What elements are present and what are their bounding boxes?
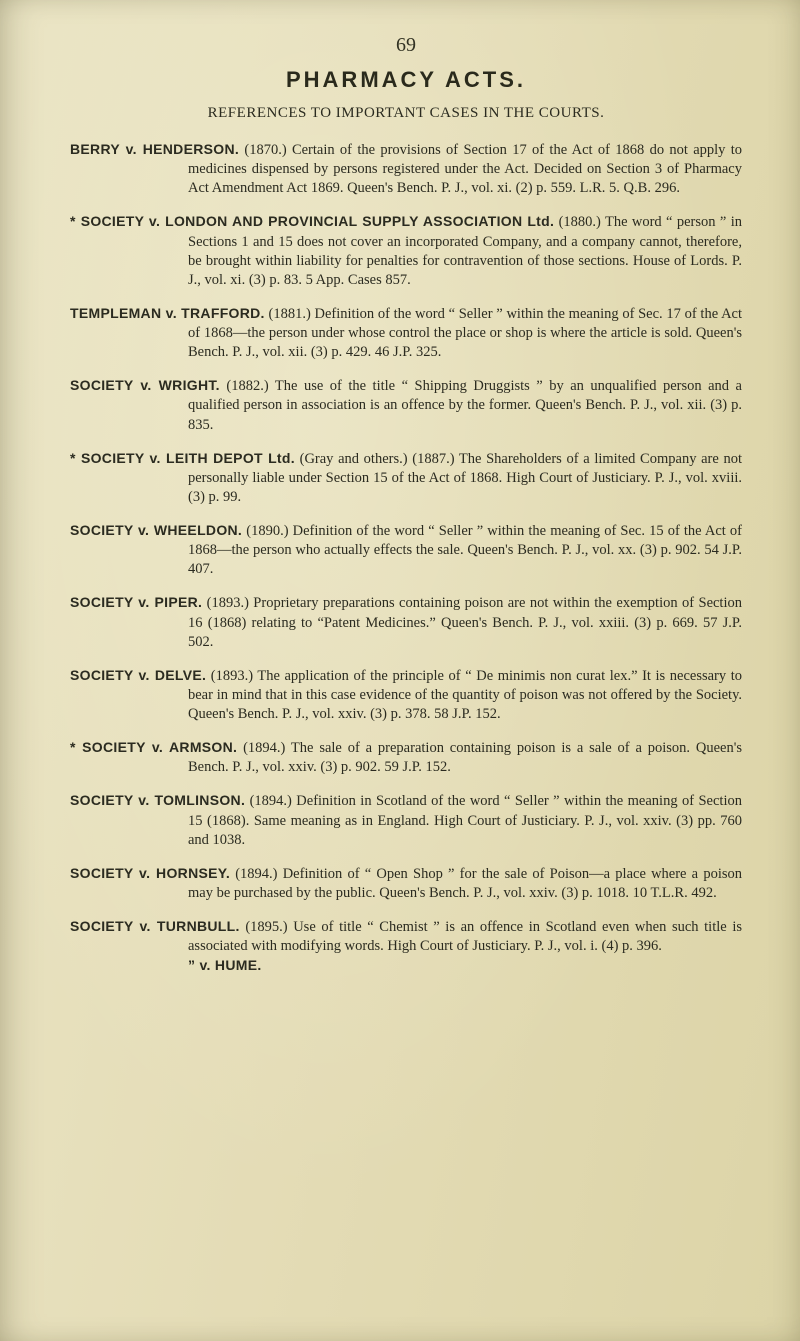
case-body: (1894.) Definition of “ Open Shop ” for … bbox=[188, 866, 742, 901]
case-header: * SOCIETY v. ARMSON. bbox=[70, 739, 237, 755]
case-body: (1895.) Use of title “ Chemist ” is an o… bbox=[188, 919, 742, 954]
case-header: SOCIETY v. HORNSEY. bbox=[70, 865, 230, 881]
case-body: (1882.) The use of the title “ Shipping … bbox=[188, 378, 742, 432]
page-title: PHARMACY ACTS. bbox=[70, 67, 742, 93]
case-entry: * SOCIETY v. ARMSON. (1894.) The sale of… bbox=[70, 738, 742, 777]
case-entry: * SOCIETY v. LONDON AND PROVINCIAL SUPPL… bbox=[70, 212, 742, 290]
case-entry: SOCIETY v. PIPER. (1893.) Proprietary pr… bbox=[70, 593, 742, 651]
case-entry: SOCIETY v. DELVE. (1893.) The applicatio… bbox=[70, 666, 742, 724]
case-body: (1893.) Proprietary preparations contain… bbox=[188, 595, 742, 649]
case-body: (1893.) The application of the principle… bbox=[188, 668, 742, 722]
case-header: TEMPLEMAN v. TRAFFORD. bbox=[70, 305, 265, 321]
case-entry: SOCIETY v. WHEELDON. (1890.) Definition … bbox=[70, 521, 742, 579]
case-entry: TEMPLEMAN v. TRAFFORD. (1881.) Definitio… bbox=[70, 304, 742, 362]
case-body: (1894.) The sale of a preparation contai… bbox=[188, 740, 742, 775]
case-body: (1894.) Definition in Scotland of the wo… bbox=[188, 793, 742, 847]
case-body: (1890.) Definition of the word “ Seller … bbox=[188, 523, 742, 577]
case-entry: SOCIETY v. TOMLINSON. (1894.) Definition… bbox=[70, 791, 742, 849]
case-entry: BERRY v. HENDERSON. (1870.) Certain of t… bbox=[70, 140, 742, 198]
document-page: 69 PHARMACY ACTS. REFERENCES TO IMPORTAN… bbox=[0, 0, 800, 1341]
case-header: * SOCIETY v. LEITH DEPOT Ltd. bbox=[70, 450, 295, 466]
case-header: SOCIETY v. WRIGHT. bbox=[70, 377, 220, 393]
case-entry: SOCIETY v. TURNBULL. (1895.) Use of titl… bbox=[70, 917, 742, 976]
page-number: 69 bbox=[70, 34, 742, 57]
case-body: (1881.) Definition of the word “ Seller … bbox=[188, 306, 742, 360]
case-header: * SOCIETY v. LONDON AND PROVINCIAL SUPPL… bbox=[70, 213, 554, 229]
page-subtitle: REFERENCES TO IMPORTANT CASES IN THE COU… bbox=[70, 105, 742, 122]
case-header: SOCIETY v. PIPER. bbox=[70, 594, 202, 610]
case-header: SOCIETY v. WHEELDON. bbox=[70, 522, 242, 538]
case-entry: SOCIETY v. HORNSEY. (1894.) Definition o… bbox=[70, 864, 742, 903]
case-header: BERRY v. HENDERSON. bbox=[70, 141, 239, 157]
case-header-secondary: ” v. HUME. bbox=[188, 957, 262, 973]
case-header: SOCIETY v. TURNBULL. bbox=[70, 918, 240, 934]
case-entry: * SOCIETY v. LEITH DEPOT Ltd. (Gray and … bbox=[70, 449, 742, 507]
case-body: (1870.) Certain of the provisions of Sec… bbox=[188, 142, 742, 196]
case-header: SOCIETY v. TOMLINSON. bbox=[70, 792, 245, 808]
case-header: SOCIETY v. DELVE. bbox=[70, 667, 206, 683]
case-entry: SOCIETY v. WRIGHT. (1882.) The use of th… bbox=[70, 376, 742, 434]
